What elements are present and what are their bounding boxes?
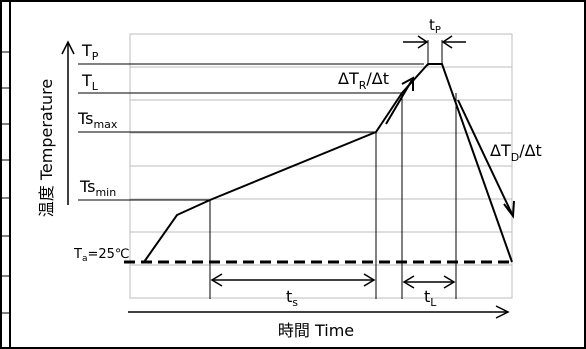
tp-dimension-arrows bbox=[403, 35, 466, 49]
y-axis-label: 温度 Temperature bbox=[37, 79, 56, 217]
ta-label: Ta=25℃ bbox=[73, 247, 130, 264]
tl-width-label: tL bbox=[424, 287, 437, 309]
ramp-down-label: ΔTD/Δt bbox=[490, 141, 542, 164]
x-axis-label: 時間 Time bbox=[278, 321, 354, 340]
ts-width-label: ts bbox=[286, 287, 298, 309]
ramp-down-arrow bbox=[457, 99, 515, 219]
tsmax-label: Tsmax bbox=[77, 109, 118, 131]
x-axis-arrowhead bbox=[495, 305, 510, 319]
tl-dimension-arrow bbox=[402, 275, 456, 289]
ramp-up-label: ΔTR/Δt bbox=[338, 69, 389, 92]
ts-dimension-arrow bbox=[210, 273, 376, 287]
left-strip-ticks bbox=[0, 51, 10, 314]
tp-label: TP bbox=[81, 41, 99, 63]
y-axis-arrowhead bbox=[61, 40, 75, 55]
temperature-profile-curve bbox=[143, 63, 513, 263]
ramp-up-arrow bbox=[385, 76, 414, 125]
tl-label: TL bbox=[81, 71, 99, 93]
tp-width-label: tP bbox=[429, 16, 441, 36]
grid bbox=[129, 33, 513, 299]
tsmin-label: Tsmin bbox=[79, 177, 116, 199]
